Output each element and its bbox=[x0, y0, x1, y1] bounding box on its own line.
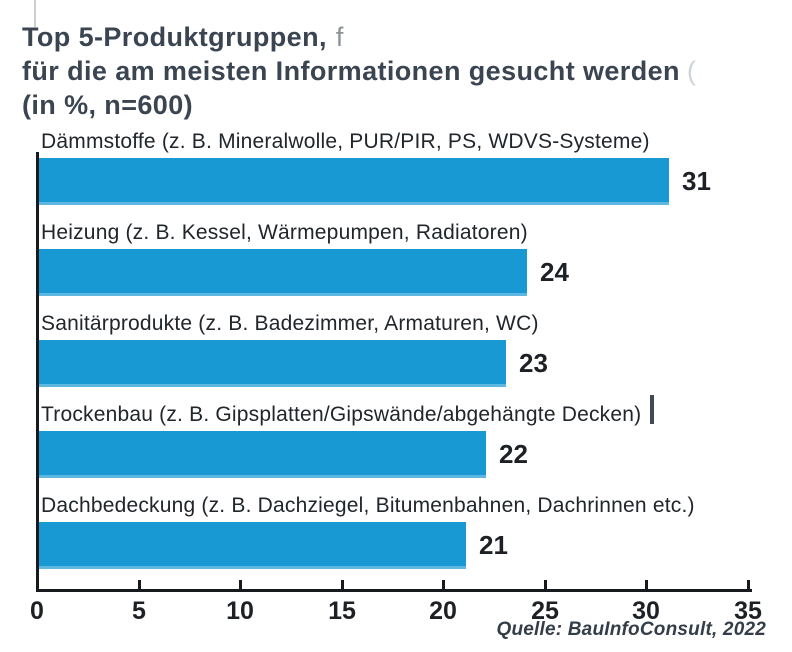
text-cursor-artifact bbox=[650, 395, 654, 424]
bar-value-label: 31 bbox=[682, 166, 711, 196]
bar-line: 22 bbox=[36, 431, 776, 478]
bar-line: 24 bbox=[36, 249, 776, 296]
x-axis-tick-label: 0 bbox=[30, 597, 44, 625]
bar-value-label: 21 bbox=[479, 530, 508, 560]
chart-title-line-1: Top 5-Produktgruppen, f bbox=[22, 20, 696, 54]
bar-category-label: Heizung (z. B. Kessel, Wärmepumpen, Radi… bbox=[41, 221, 528, 244]
bar-line: 21 bbox=[36, 522, 776, 569]
x-axis-tick-label: 35 bbox=[734, 597, 762, 625]
ghost-character: f bbox=[335, 22, 344, 52]
bar-row: Dachbedeckung (z. B. Dachziegel, Bitumen… bbox=[36, 493, 776, 569]
bar-line: 23 bbox=[36, 340, 776, 387]
bar-row: Dämmstoffe (z. B. Mineralwolle, PUR/PIR,… bbox=[36, 129, 776, 205]
source-caption: Quelle: BauInfoConsult, 2022 bbox=[496, 619, 766, 640]
x-axis-tick bbox=[341, 580, 344, 589]
bar bbox=[39, 522, 466, 569]
bar-line: 31 bbox=[36, 158, 776, 205]
x-axis-tick bbox=[442, 580, 445, 589]
x-axis-tick-label: 30 bbox=[632, 597, 660, 625]
chart-subtitle-text: (in %, n=600) bbox=[22, 90, 193, 120]
x-axis-tick-label: 15 bbox=[328, 597, 356, 625]
ghost-character: ( bbox=[686, 56, 697, 86]
bar-row: Heizung (z. B. Kessel, Wärmepumpen, Radi… bbox=[36, 220, 776, 296]
stray-line-artifact bbox=[34, 0, 36, 27]
bar-category-label: Trockenbau (z. B. Gipsplatten/Gipswände/… bbox=[41, 403, 642, 426]
x-axis-tick bbox=[138, 580, 141, 589]
chart-title-text-1: Top 5-Produktgruppen, bbox=[22, 22, 327, 52]
x-axis-tick bbox=[239, 580, 242, 589]
chart-title-line-2: für die am meisten Informationen gesucht… bbox=[22, 54, 696, 88]
bar-value-label: 23 bbox=[519, 348, 548, 378]
x-axis-line bbox=[36, 589, 752, 592]
bar-category-label: Sanitärprodukte (z. B. Badezimmer, Armat… bbox=[41, 312, 539, 335]
chart-title-line-3: (in %, n=600) bbox=[22, 88, 696, 122]
y-axis-line bbox=[36, 152, 39, 592]
bar bbox=[39, 158, 669, 205]
bar-row: Trockenbau (z. B. Gipsplatten/Gipswände/… bbox=[36, 402, 776, 478]
bar-rows: Dämmstoffe (z. B. Mineralwolle, PUR/PIR,… bbox=[36, 129, 776, 584]
x-axis-tick-label: 5 bbox=[132, 597, 146, 625]
chart-title: Top 5-Produktgruppen, f für die am meiste… bbox=[22, 20, 696, 122]
bar bbox=[39, 431, 486, 478]
chart-title-text-2: für die am meisten Informationen gesucht… bbox=[22, 56, 680, 86]
x-axis-tick-label: 10 bbox=[226, 597, 254, 625]
bar bbox=[39, 249, 527, 296]
x-axis-tick-label: 25 bbox=[531, 597, 559, 625]
bar-value-label: 22 bbox=[499, 439, 528, 469]
x-axis-tick bbox=[544, 580, 547, 589]
bar bbox=[39, 340, 506, 387]
x-axis-tick bbox=[747, 580, 750, 589]
bar-row: Sanitärprodukte (z. B. Badezimmer, Armat… bbox=[36, 311, 776, 387]
bar-value-label: 24 bbox=[540, 257, 569, 287]
bar-category-label: Dachbedeckung (z. B. Dachziegel, Bitumen… bbox=[41, 494, 695, 517]
x-axis-tick-label: 20 bbox=[429, 597, 457, 625]
bar-category-label: Dämmstoffe (z. B. Mineralwolle, PUR/PIR,… bbox=[41, 130, 650, 153]
x-axis-tick bbox=[645, 580, 648, 589]
